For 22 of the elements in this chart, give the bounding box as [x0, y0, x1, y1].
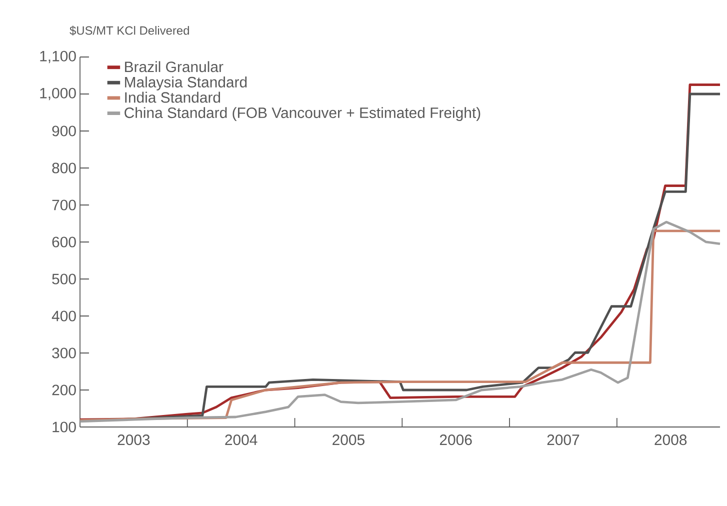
x-tick-label: 2008 [654, 434, 687, 446]
y-tick-label: 300 [52, 348, 76, 358]
x-tick-label: 2005 [332, 434, 364, 446]
y-tick-label: 500 [52, 274, 76, 284]
y-tick-label: 700 [52, 200, 76, 210]
legend-label: China Standard (FOB Vancouver + Estimated Freight) [124, 107, 480, 122]
legend-label: Malaysia Standard [125, 76, 247, 90]
x-tick-label: 2006 [440, 434, 472, 446]
y-tick-label: 200 [52, 384, 76, 396]
y-tick-label: 1,000 [40, 88, 76, 100]
y-tick-label: 100 [52, 422, 76, 432]
y-tick-label: 600 [52, 236, 76, 248]
y-tick-label: 1,100 [40, 50, 76, 64]
x-tick-label: 2004 [225, 434, 258, 446]
x-tick-label: 2003 [118, 434, 150, 446]
legend-label: Brazil Granular [125, 61, 224, 72]
y-tick-label: 800 [52, 162, 76, 174]
legend-label: India Standard [125, 92, 220, 103]
y-axis-title: $US/MT KCl Delivered [70, 26, 189, 36]
x-tick-label: 2007 [547, 434, 580, 446]
y-tick-label: 900 [52, 126, 76, 136]
y-tick-label: 400 [52, 310, 76, 322]
